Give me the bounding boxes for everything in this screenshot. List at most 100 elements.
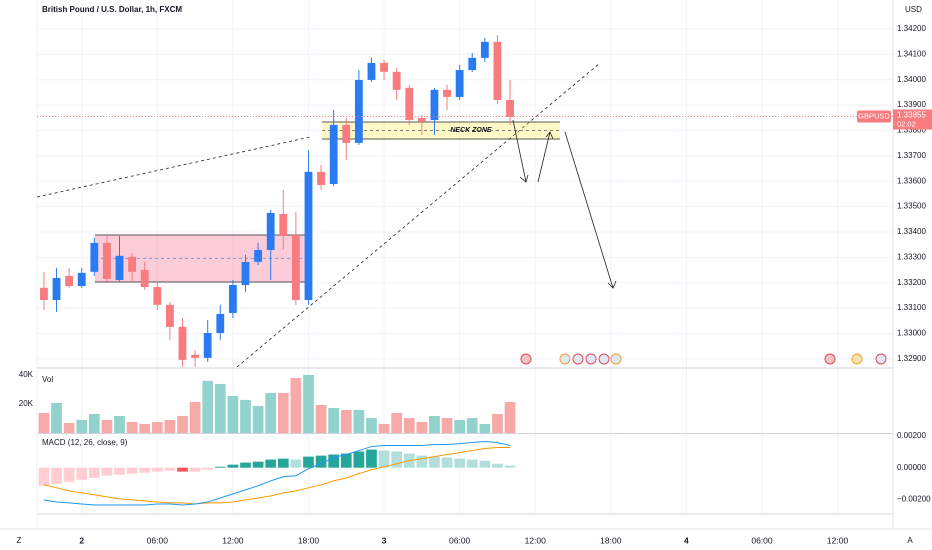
histogram-bar (315, 455, 327, 468)
candle-body (216, 313, 225, 333)
candle-body (115, 255, 124, 280)
y-tick-label: 1.32900 (897, 354, 926, 363)
candle-body (443, 89, 451, 97)
volume-bar (63, 422, 75, 433)
x-tick-label: 2 (79, 535, 84, 545)
volume-bar (403, 418, 415, 433)
x-tick-label: 3 (382, 535, 387, 545)
histogram-bar (63, 467, 75, 482)
arrow (564, 131, 614, 289)
histogram-bar (366, 449, 377, 468)
candle-body (165, 304, 174, 327)
histogram-bar (391, 451, 403, 468)
volume-bar (366, 418, 377, 433)
candle-body (493, 41, 502, 100)
candle-body (241, 261, 250, 286)
countdown-label: 02:02 (897, 119, 916, 128)
chart-title: British Pound / U.S. Dollar, 1h, FXCM (42, 5, 182, 14)
x-tick-label: 12:00 (525, 535, 547, 545)
volume-bar (479, 424, 491, 433)
histogram-bar (340, 453, 352, 468)
volume-bar (151, 421, 163, 433)
symbol-tag (857, 110, 891, 123)
trend-line (236, 62, 601, 368)
candle-body (90, 242, 99, 272)
y-tick-label: 1.34200 (897, 24, 926, 33)
neck-zone (322, 122, 560, 139)
volume-bar (88, 413, 100, 433)
x-tick-label: 06:00 (449, 535, 471, 545)
candle-body (77, 272, 86, 287)
volume-bar (164, 419, 176, 433)
event-icon (585, 353, 597, 365)
volume-bar (441, 418, 453, 433)
y-tick-label: 0.00000 (897, 463, 926, 472)
grid (37, 0, 893, 514)
volume-bar (492, 413, 503, 433)
candle-body (140, 270, 149, 288)
trend-line (36, 136, 311, 198)
histogram-bar (189, 467, 201, 472)
candle-body (40, 287, 48, 300)
candle-body (191, 354, 200, 358)
volume-bar (114, 416, 125, 433)
volume-bar (139, 424, 151, 433)
histogram-bar (416, 455, 428, 468)
candle-body (291, 235, 300, 300)
y-tick-label: 1.33200 (897, 278, 926, 287)
volume-bar (202, 380, 214, 433)
histogram-bar (378, 450, 390, 468)
volume-bar (126, 421, 138, 433)
histogram-bar (252, 461, 264, 468)
candles (40, 35, 514, 367)
event-icon (824, 353, 836, 365)
volume-bar (416, 421, 428, 433)
y-tick-label: 1.33100 (897, 303, 926, 312)
volume-bar (189, 401, 201, 433)
histogram-bar (214, 466, 226, 468)
symbol-label: GBPUSD (858, 111, 890, 120)
arrow-head (607, 280, 617, 289)
candle-body (380, 62, 388, 72)
candle-body (128, 256, 137, 272)
volume-bar (265, 392, 277, 433)
y-tick-label: 1.33500 (897, 202, 926, 211)
event-icon (598, 353, 610, 365)
histogram-bar (76, 467, 88, 480)
macd-title: MACD (12, 26, close, 9) (42, 438, 128, 447)
y-tick-label: 20K (19, 399, 34, 408)
histogram-bar (126, 467, 138, 474)
candle-body (405, 87, 414, 121)
y-tick-label: 1.33700 (897, 151, 926, 160)
volume-bar (177, 416, 188, 433)
histogram-bar (303, 456, 314, 468)
volume-bar (340, 409, 352, 433)
candle-body (266, 212, 275, 250)
candle-body (430, 89, 439, 121)
histogram-bar (441, 457, 453, 468)
volume-bar (214, 383, 226, 433)
histogram-bar (265, 459, 277, 468)
volume-bar (429, 416, 440, 433)
arrow (537, 131, 551, 183)
arrow (512, 119, 527, 183)
volume-bar (290, 377, 302, 433)
y-tick-label: 1.34000 (897, 75, 926, 84)
corner-label[interactable]: Z (17, 536, 22, 545)
histogram-bar (328, 454, 340, 468)
volume-bar (277, 392, 289, 433)
x-tick-label: 12:00 (222, 535, 244, 545)
volume-bar (353, 409, 365, 433)
histogram-bar (353, 451, 365, 468)
volume-bar (378, 424, 390, 433)
candle-body (203, 332, 212, 358)
y-tick-label: 1.33600 (897, 176, 926, 185)
corner-label[interactable]: A (907, 536, 913, 545)
x-tick-label: 06:00 (147, 535, 169, 545)
candle-body (342, 124, 351, 143)
volume-bar (466, 418, 478, 433)
histogram-bar (277, 458, 289, 468)
histogram-bar (88, 467, 100, 478)
event-icon (851, 353, 863, 365)
y-tick-label: 0.00200 (897, 431, 926, 440)
